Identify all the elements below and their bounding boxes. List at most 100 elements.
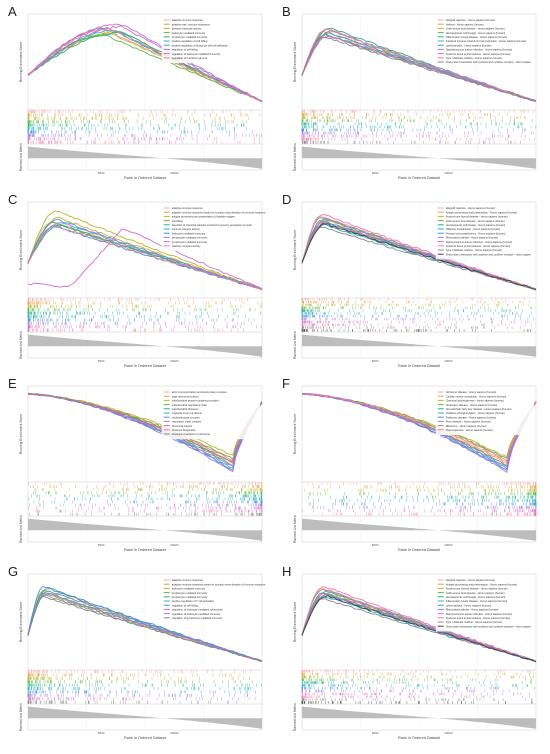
legend-label: ribosomal subunit <box>172 424 193 428</box>
xlabel: Rank in Ordered Dataset <box>124 736 167 740</box>
ylabel-res: Running Enrichment Score <box>19 602 23 643</box>
hit-ticks <box>27 700 237 704</box>
legend-label: lymphocyte mediated immunity <box>172 591 208 595</box>
es-curve <box>301 217 537 290</box>
hit-ticks <box>301 110 534 113</box>
ylabel-rank: Ranked List Metric <box>293 331 297 359</box>
hit-ticks <box>301 131 534 135</box>
hit-ticks <box>301 681 532 684</box>
legend-label: Alzheimer disease - Homo sapiens (human) <box>446 390 497 394</box>
hit-ticks <box>29 512 263 516</box>
ranked-metric-area <box>302 334 536 357</box>
legend-label: organelle inner membrane <box>172 411 203 415</box>
es-curve <box>301 595 537 663</box>
panel-label: D <box>282 192 291 207</box>
legend-label: Antigen processing and presentation - Ho… <box>446 210 518 214</box>
hit-ticks <box>301 317 534 321</box>
ylabel-res: Running Enrichment Score <box>19 230 23 271</box>
es-curve <box>27 218 263 290</box>
hit-ticks <box>27 690 256 694</box>
ylabel-res: Running Enrichment Score <box>19 414 23 455</box>
panel-h: H Running Enrichment Score Ranked List Met… <box>282 564 537 740</box>
legend-label: ribosome biogenesis <box>172 428 196 432</box>
x-tick-label: 10000 <box>444 731 453 735</box>
legend-label: cell killing <box>172 219 184 223</box>
legend-label: Ribosome - Homo sapiens (human) <box>446 424 487 428</box>
hit-ticks <box>27 693 248 697</box>
hit-ticks <box>301 684 528 687</box>
hit-ticks <box>301 687 535 690</box>
es-curve <box>301 214 537 291</box>
legend-box <box>435 205 534 260</box>
hit-ticks <box>31 494 263 498</box>
legend-label: positive regulation of leukocyte cell-ce… <box>172 43 229 47</box>
x-tick-label: 5000 <box>98 171 105 175</box>
hit-ticks <box>309 502 537 506</box>
hit-ticks <box>321 512 537 516</box>
ranked-metric-area <box>28 334 262 357</box>
es-curve <box>301 36 537 103</box>
legend-label: detection of chemical stimulus involved … <box>172 223 252 227</box>
hit-ticks <box>301 113 522 116</box>
legend-label: adaptive immune response based on somati… <box>172 210 266 214</box>
legend: Allograft rejection - Homo sapiens (huma… <box>435 205 534 260</box>
x-tick-label: 5000 <box>98 543 105 547</box>
legend-label: mitochondrial protein-containing complex <box>172 399 220 403</box>
legend-label: Thermogenesis - Homo sapiens (human) <box>446 428 493 432</box>
legend-label: lymphocyte mediated immunity <box>172 595 208 599</box>
hit-ticks <box>27 116 249 120</box>
legend-label: regulation of leukocyte mediated cytotox… <box>172 608 223 612</box>
hit-ticks <box>301 692 530 696</box>
legend-label: Systemic lupus erythematosus - Homo sapi… <box>446 52 511 56</box>
legend-label: Inflammatory bowel disease - Homo sapien… <box>446 599 508 603</box>
hit-ticks <box>301 134 526 138</box>
legend-label: Graft-versus-host disease - Homo sapiens… <box>446 219 505 223</box>
legend-label: defense response activity <box>172 27 202 31</box>
hit-ticks <box>304 488 537 492</box>
ylabel-res: Running Enrichment Score <box>293 414 297 455</box>
legend-label: mitochondrial ribosome <box>172 407 199 411</box>
ylabel-rank: Ranked List Metric <box>19 515 23 543</box>
panel-label: G <box>8 564 18 579</box>
hit-ticks <box>301 140 521 144</box>
xlabel: Rank in Ordered Dataset <box>124 176 167 180</box>
legend-label: Antigen processing and presentation - Ho… <box>446 582 518 586</box>
legend-label: lymphocyte mediated immunity <box>172 240 208 244</box>
hit-ticks <box>301 116 526 119</box>
panel-a: A Running Enrichment Score Ranked List Met… <box>8 4 263 180</box>
xlabel: Rank in Ordered Dataset <box>124 548 167 552</box>
hit-ticks <box>301 689 510 693</box>
hit-ticks <box>28 497 263 501</box>
hit-ticks <box>27 140 260 144</box>
legend-label: Staphylococcus aureus infection - Homo s… <box>446 240 513 244</box>
x-tick-label: 10000 <box>444 171 453 175</box>
hit-ticks <box>301 309 523 312</box>
ylabel-rank: Ranked List Metric <box>293 143 297 171</box>
ranked-metric-area <box>302 518 536 541</box>
legend-box <box>161 17 260 63</box>
legend-label: lymphocyte mediated immunity <box>172 236 208 240</box>
legend: Allograft rejection - Homo sapiens (huma… <box>435 17 534 68</box>
hit-ticks <box>27 683 262 687</box>
legend-label: Olfactory transduction - Homo sapiens (h… <box>446 227 501 231</box>
hit-ticks <box>302 125 537 129</box>
legend-label: Viral protein interaction with cytokine … <box>446 252 532 256</box>
legend-label: Allograft rejection - Homo sapiens (huma… <box>446 206 495 210</box>
hit-ticks <box>301 509 537 513</box>
legend-label: positive regulation of T cell activation <box>172 599 215 603</box>
x-tick-label: 5000 <box>98 359 105 363</box>
es-curve <box>27 595 263 662</box>
legend-label: Non-alcoholic fatty liver disease - Homo… <box>446 407 512 411</box>
legend-label: Graft-versus-host disease - Homo sapiens… <box>446 27 505 31</box>
legend-label: Rheumatoid arthritis - Homo sapiens (hum… <box>446 236 499 240</box>
hit-ticks <box>309 492 537 496</box>
ranked-metric-area <box>302 706 536 729</box>
legend: actin monomerization anchored protein co… <box>161 389 260 440</box>
panel-label: B <box>282 4 291 19</box>
xlabel: Rank in Ordered Dataset <box>398 364 441 368</box>
legend-label: adaptive immune response <box>172 18 204 22</box>
es-curve <box>27 228 263 291</box>
hit-ticks <box>27 321 252 325</box>
es-curve <box>301 28 537 102</box>
